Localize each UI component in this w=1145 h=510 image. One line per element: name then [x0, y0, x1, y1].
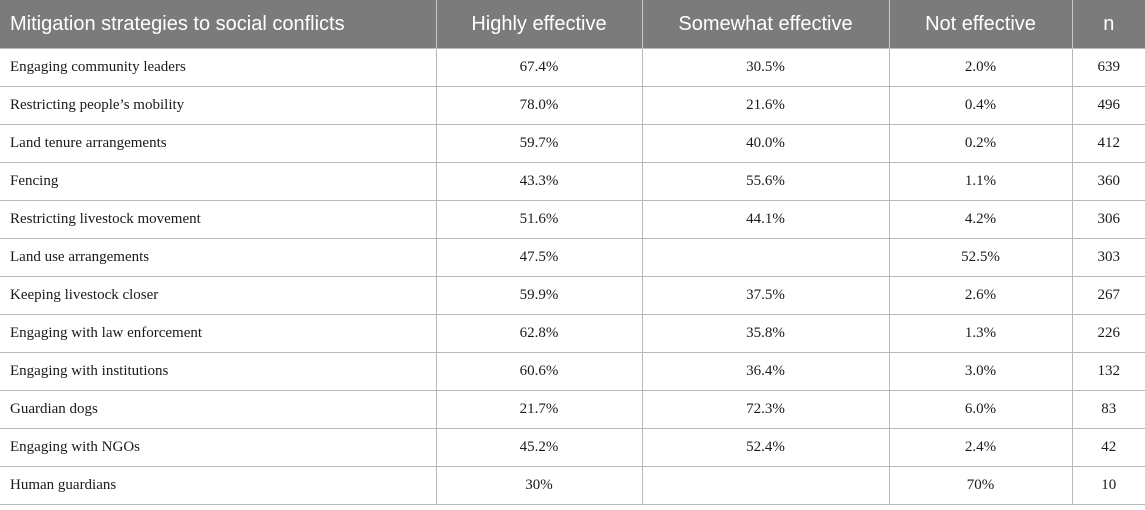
highly-effective-cell: 47.5%: [435, 238, 643, 277]
highly-effective-cell: 30%: [435, 466, 643, 505]
somewhat-effective-cell: 37.5%: [641, 276, 890, 315]
table-row: Engaging community leaders 67.4% 30.5% 2.0%…: [0, 48, 1145, 87]
table-row: Engaging with NGOs 45.2% 52.4% 2.4% 42: [0, 428, 1145, 467]
table-row: Restricting livestock movement 51.6% 44.1%…: [0, 200, 1145, 239]
n-cell: 360: [1071, 162, 1145, 201]
table-row: Land use arrangements 47.5% 52.5% 303: [0, 238, 1145, 277]
header-strategy: Mitigation strategies to social conflict…: [0, 0, 437, 49]
n-cell: 496: [1071, 86, 1145, 125]
strategy-cell: Land tenure arrangements: [0, 124, 437, 163]
strategy-cell: Engaging with institutions: [0, 352, 437, 391]
not-effective-cell: 1.3%: [888, 314, 1073, 353]
not-effective-cell: 0.2%: [888, 124, 1073, 163]
header-row: Mitigation strategies to social conflict…: [0, 0, 1145, 49]
table-body: Engaging community leaders 67.4% 30.5% 2.0%…: [0, 48, 1145, 505]
header-not-effective: Not effective: [888, 0, 1073, 49]
not-effective-cell: 52.5%: [888, 238, 1073, 277]
n-cell: 306: [1071, 200, 1145, 239]
header-n: n: [1071, 0, 1145, 49]
strategy-cell: Human guardians: [0, 466, 437, 505]
strategy-cell: Restricting livestock movement: [0, 200, 437, 239]
n-cell: 412: [1071, 124, 1145, 163]
table-row: Land tenure arrangements 59.7% 40.0% 0.2% 41…: [0, 124, 1145, 163]
table-row: Engaging with law enforcement 62.8% 35.8% 1…: [0, 314, 1145, 353]
n-cell: 132: [1071, 352, 1145, 391]
n-cell: 303: [1071, 238, 1145, 277]
strategy-cell: Fencing: [0, 162, 437, 201]
somewhat-effective-cell: 21.6%: [641, 86, 890, 125]
strategy-cell: Engaging with NGOs: [0, 428, 437, 467]
not-effective-cell: 1.1%: [888, 162, 1073, 201]
strategy-cell: Engaging community leaders: [0, 48, 437, 87]
highly-effective-cell: 43.3%: [435, 162, 643, 201]
somewhat-effective-cell: 72.3%: [641, 390, 890, 429]
highly-effective-cell: 67.4%: [435, 48, 643, 87]
table-header: Mitigation strategies to social conflict…: [0, 0, 1145, 49]
highly-effective-cell: 78.0%: [435, 86, 643, 125]
table-row: Keeping livestock closer 59.9% 37.5% 2.6% 26…: [0, 276, 1145, 315]
n-cell: 42: [1071, 428, 1145, 467]
somewhat-effective-cell: [641, 238, 890, 277]
highly-effective-cell: 51.6%: [435, 200, 643, 239]
strategy-cell: Guardian dogs: [0, 390, 437, 429]
strategy-cell: Engaging with law enforcement: [0, 314, 437, 353]
somewhat-effective-cell: 36.4%: [641, 352, 890, 391]
somewhat-effective-cell: 52.4%: [641, 428, 890, 467]
somewhat-effective-cell: [641, 466, 890, 505]
highly-effective-cell: 59.7%: [435, 124, 643, 163]
not-effective-cell: 6.0%: [888, 390, 1073, 429]
somewhat-effective-cell: 55.6%: [641, 162, 890, 201]
highly-effective-cell: 59.9%: [435, 276, 643, 315]
not-effective-cell: 70%: [888, 466, 1073, 505]
not-effective-cell: 0.4%: [888, 86, 1073, 125]
header-highly-effective: Highly effective: [435, 0, 643, 49]
somewhat-effective-cell: 44.1%: [641, 200, 890, 239]
somewhat-effective-cell: 40.0%: [641, 124, 890, 163]
not-effective-cell: 2.6%: [888, 276, 1073, 315]
n-cell: 10: [1071, 466, 1145, 505]
table-row: Guardian dogs 21.7% 72.3% 6.0% 83: [0, 390, 1145, 429]
somewhat-effective-cell: 30.5%: [641, 48, 890, 87]
table-row: Human guardians 30% 70% 10: [0, 466, 1145, 505]
table-row: Engaging with institutions 60.6% 36.4% 3.0%…: [0, 352, 1145, 391]
n-cell: 226: [1071, 314, 1145, 353]
highly-effective-cell: 45.2%: [435, 428, 643, 467]
table-row: Fencing 43.3% 55.6% 1.1% 360: [0, 162, 1145, 201]
not-effective-cell: 2.4%: [888, 428, 1073, 467]
somewhat-effective-cell: 35.8%: [641, 314, 890, 353]
strategy-cell: Keeping livestock closer: [0, 276, 437, 315]
highly-effective-cell: 62.8%: [435, 314, 643, 353]
highly-effective-cell: 60.6%: [435, 352, 643, 391]
header-somewhat-effective: Somewhat effective: [641, 0, 890, 49]
strategy-cell: Land use arrangements: [0, 238, 437, 277]
strategy-cell: Restricting people’s mobility: [0, 86, 437, 125]
table-row: Restricting people’s mobility 78.0% 21.6% 0…: [0, 86, 1145, 125]
not-effective-cell: 3.0%: [888, 352, 1073, 391]
not-effective-cell: 2.0%: [888, 48, 1073, 87]
n-cell: 83: [1071, 390, 1145, 429]
n-cell: 639: [1071, 48, 1145, 87]
n-cell: 267: [1071, 276, 1145, 315]
not-effective-cell: 4.2%: [888, 200, 1073, 239]
highly-effective-cell: 21.7%: [435, 390, 643, 429]
